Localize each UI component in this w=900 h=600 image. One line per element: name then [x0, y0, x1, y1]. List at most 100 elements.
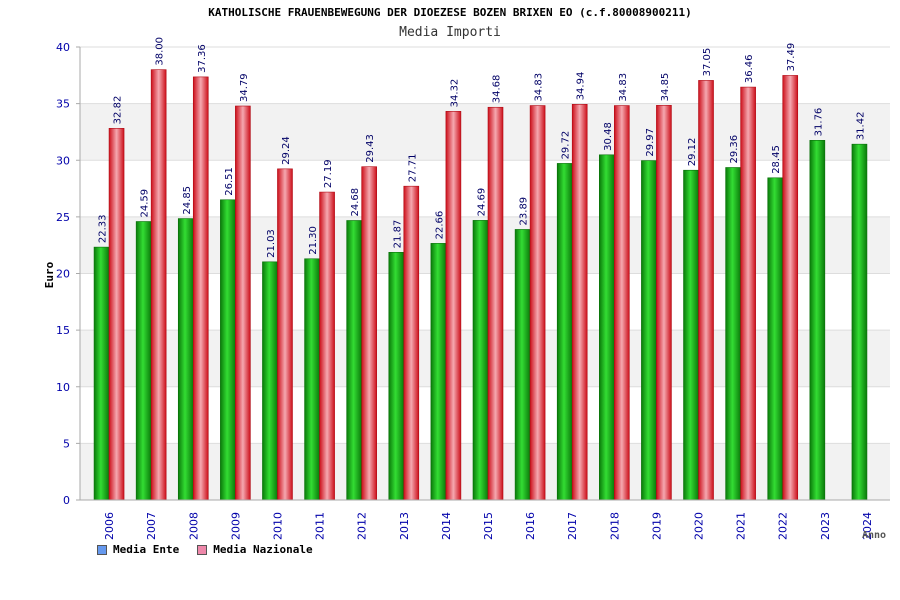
legend-swatch [97, 544, 107, 555]
bar-media-nazionale [698, 80, 714, 501]
x-tick-label: 2021 [735, 512, 748, 540]
x-tick-label: 2023 [819, 512, 832, 540]
chart-subtitle: Media Importi [399, 25, 501, 40]
y-tick-label: 35 [56, 98, 70, 111]
bar-media-ente [220, 199, 236, 501]
data-label: 24.68 [350, 188, 361, 217]
y-tick-label: 15 [56, 324, 70, 337]
x-tick-label: 2007 [145, 512, 158, 540]
bar-media-ente [135, 221, 152, 501]
bar-media-nazionale [192, 76, 209, 501]
y-tick-label: 10 [56, 381, 70, 394]
data-label: 27.71 [407, 154, 418, 183]
data-label: 21.30 [308, 226, 319, 255]
bar-media-ente [262, 261, 278, 501]
bar-media-nazionale [361, 166, 377, 501]
y-axis-label: Euro [43, 261, 56, 288]
data-label: 38.00 [155, 37, 166, 66]
data-label: 34.83 [534, 73, 545, 102]
bar-media-ente [514, 229, 531, 501]
bar-media-nazionale [571, 104, 588, 501]
bar-media-nazionale [108, 128, 125, 501]
y-tick-label: 30 [56, 154, 70, 167]
x-tick-label: 2012 [356, 512, 369, 540]
data-label: 22.33 [98, 214, 109, 243]
bar-media-nazionale [445, 111, 462, 501]
bar-media-ente [683, 169, 699, 501]
x-tick-label: 2010 [271, 512, 284, 540]
bar-media-ente [767, 177, 784, 501]
data-label: 24.59 [140, 189, 151, 218]
bar-media-ente [725, 167, 741, 501]
data-label: 34.83 [618, 73, 629, 102]
data-label: 34.79 [239, 73, 250, 102]
bar-media-nazionale [782, 75, 799, 501]
data-label: 24.85 [182, 186, 193, 215]
data-label: 30.48 [603, 122, 614, 151]
bar-media-ente [304, 258, 320, 501]
bar-media-ente [430, 243, 447, 501]
y-tick-label: 20 [56, 268, 70, 281]
bar-media-ente [851, 143, 868, 501]
bar-media-nazionale [487, 106, 504, 501]
x-tick-label: 2006 [103, 512, 116, 540]
bar-media-ente [599, 154, 615, 501]
x-axis-label: Anno [862, 530, 886, 541]
data-label: 27.19 [323, 159, 334, 188]
data-label: 28.45 [771, 145, 782, 174]
legend-item-media-nazionale: Media Nazionale [197, 543, 313, 556]
bar-media-nazionale [740, 86, 756, 501]
bar-media-nazionale [235, 105, 251, 501]
bars [93, 69, 868, 501]
data-label: 21.03 [266, 229, 277, 258]
bar-media-ente [388, 252, 405, 501]
bar-media-ente [809, 140, 826, 501]
data-label: 34.68 [492, 75, 503, 104]
x-tick-label: 2014 [440, 512, 453, 540]
axes: 0 5 10 15 20 25 30 35 40 2006 2007 2008 2009 2010 2011… [56, 41, 890, 540]
x-tick-label: 2017 [566, 512, 579, 540]
bar-media-nazionale [403, 185, 420, 501]
x-tick-label: 2024 [861, 512, 874, 540]
data-label: 34.32 [449, 79, 460, 108]
chart-title: KATHOLISCHE FRAUENBEWEGUNG DER DIOEZESE … [208, 6, 692, 19]
data-label: 29.36 [729, 135, 740, 164]
data-label: 29.72 [561, 131, 572, 160]
y-tick-label: 5 [63, 437, 70, 450]
data-label: 31.76 [813, 108, 824, 137]
x-tick-label: 2018 [608, 512, 621, 540]
data-label: 32.82 [113, 96, 124, 125]
x-tick-label: 2016 [524, 512, 537, 540]
legend-item-media-ente: Media Ente [97, 543, 179, 556]
bar-media-ente [556, 163, 573, 501]
data-label: 26.51 [224, 167, 235, 196]
x-tick-label: 2015 [482, 512, 495, 540]
data-label: 23.89 [519, 197, 530, 226]
data-label: 24.69 [477, 188, 488, 217]
data-label: 37.36 [197, 44, 208, 73]
data-label: 34.85 [660, 73, 671, 102]
legend-swatch [197, 544, 208, 555]
data-label: 34.94 [576, 72, 587, 101]
bar-media-ente [346, 220, 362, 501]
bar-media-ente [641, 160, 657, 501]
x-tick-label: 2009 [229, 512, 242, 540]
bar-media-ente [177, 218, 194, 501]
x-tick-label: 2019 [650, 512, 663, 540]
data-label: 29.24 [281, 136, 292, 165]
data-label: 31.42 [855, 112, 866, 141]
bar-media-nazionale [277, 168, 293, 501]
data-label: 21.87 [392, 220, 403, 249]
x-tick-label: 2011 [314, 512, 327, 540]
x-tick-label: 2020 [693, 512, 706, 540]
data-label: 37.05 [702, 48, 713, 77]
bar-media-ente [472, 220, 489, 501]
bar-media-nazionale [656, 105, 672, 501]
x-tick-label: 2013 [398, 512, 411, 540]
legend: Media Ente Media Nazionale [97, 543, 313, 556]
bar-media-nazionale [150, 69, 167, 501]
bar-media-nazionale [529, 105, 546, 501]
legend-label: Media Ente [113, 543, 180, 556]
y-tick-label: 40 [56, 41, 70, 54]
